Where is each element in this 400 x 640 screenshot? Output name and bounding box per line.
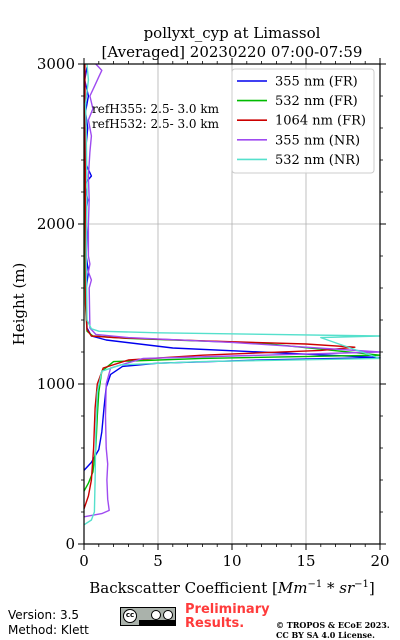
y-tick-label: 0 <box>65 535 75 553</box>
x-axis-label-mm: Mm <box>277 579 308 597</box>
chart-subtitle: [Averaged] 20230220 07:00-07:59 <box>102 43 363 61</box>
x-axis-label-close: ] <box>369 579 375 597</box>
sa-sharealike-icon <box>163 610 173 620</box>
x-axis-label-sup1: −1 <box>307 579 322 590</box>
x-tick-label: 15 <box>296 552 315 570</box>
copyright-note: © TROPOS & ECoE 2023. CC BY SA 4.0 Licen… <box>276 620 390 640</box>
ticks: 0 5 10 15 20 0 1000 2000 3000 <box>37 55 390 570</box>
series-line-3 <box>83 63 381 518</box>
annotation-refh532: refH532: 2.5- 3.0 km <box>92 117 220 131</box>
x-tick-label: 20 <box>370 552 389 570</box>
cc-by-sa-license-badge: cc <box>120 607 176 626</box>
legend-label-0: 355 nm (FR) <box>275 75 358 90</box>
series-layer <box>83 63 381 526</box>
legend-label-3: 355 nm (NR) <box>275 133 360 148</box>
copyright-line-2: CC BY SA 4.0 License. <box>276 630 375 640</box>
y-tick-label: 1000 <box>37 375 75 393</box>
y-tick-label: 2000 <box>37 215 75 233</box>
x-axis-label: Backscatter Coefficient [Mm−1 * sr−1] <box>89 579 374 597</box>
legend-label-2: 1064 nm (FR) <box>275 114 366 129</box>
method-label: Method: Klett <box>8 623 89 637</box>
version-label: Version: 3.5 <box>8 608 80 622</box>
x-axis-label-sr: sr <box>339 579 355 597</box>
series-line-4 <box>83 63 381 526</box>
legend: 355 nm (FR) 532 nm (FR) 1064 nm (FR) 355 nm… <box>231 68 375 174</box>
legend-label-1: 532 nm (FR) <box>275 94 358 109</box>
y-tick-label: 3000 <box>37 55 75 73</box>
cc-badge-strip <box>139 620 175 625</box>
x-axis-label-mid: * <box>322 579 339 597</box>
x-tick-label: 0 <box>79 552 89 570</box>
preliminary-line-2: Results. <box>185 616 245 631</box>
copyright-line-1: © TROPOS & ECoE 2023. <box>276 620 390 630</box>
preliminary-results-note: Preliminary Results. <box>185 603 270 631</box>
preliminary-line-1: Preliminary <box>185 602 270 617</box>
chart-title: pollyxt_cyp at Limassol <box>144 24 321 42</box>
by-attribution-icon <box>151 610 161 620</box>
annotation-refh355: refH355: 2.5- 3.0 km <box>92 102 220 116</box>
x-axis-label-text: Backscatter Coefficient [ <box>89 579 278 597</box>
x-axis-label-sup2: −1 <box>354 579 369 590</box>
y-axis-label: Height (m) <box>10 263 28 346</box>
x-tick-label: 5 <box>153 552 163 570</box>
legend-label-4: 532 nm (NR) <box>275 153 360 168</box>
cc-logo-icon: cc <box>123 609 137 623</box>
x-tick-label: 10 <box>222 552 241 570</box>
legend-box <box>231 68 375 174</box>
